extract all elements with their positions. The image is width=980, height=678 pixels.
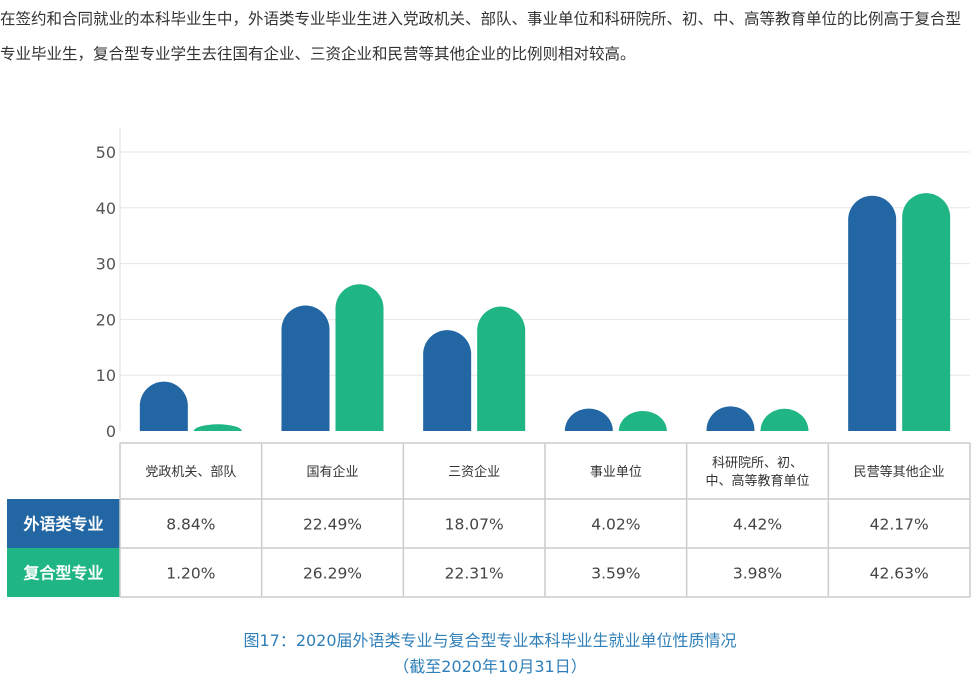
intro-paragraph: 在签约和合同就业的本科毕业生中，外语类专业毕业生进入党政机关、部队、事业单位和科…	[0, 10, 962, 63]
bar-series2	[618, 410, 667, 431]
figure-caption-title: 图17：2020届外语类专业与复合型专业本科毕业生就业单位性质情况	[243, 631, 737, 650]
data-label: 1.20%	[166, 565, 215, 583]
y-tick-label: 10	[96, 366, 116, 385]
bar-series1	[564, 408, 613, 431]
bar-series2	[477, 306, 526, 431]
data-label: 22.49%	[303, 516, 362, 534]
figure-caption-date: （截至2020年10月31日）	[393, 657, 587, 676]
bar-series2	[760, 408, 809, 431]
data-label: 4.02%	[591, 516, 640, 534]
data-label: 4.42%	[733, 516, 782, 534]
bar-series1	[139, 381, 188, 431]
bar-series1	[423, 330, 472, 431]
y-tick-label: 30	[96, 255, 116, 274]
data-label: 26.29%	[303, 565, 362, 583]
y-tick-label: 20	[96, 310, 116, 329]
legend-label: 复合型专业	[22, 564, 103, 583]
y-tick-label: 40	[96, 199, 116, 218]
category-label: 国有企业	[306, 464, 358, 480]
category-label: 党政机关、部队	[145, 465, 236, 480]
bar-series2	[902, 193, 951, 431]
data-label: 3.59%	[591, 565, 640, 583]
category-label: 事业单位	[590, 465, 642, 480]
legend-cell-series2	[7, 548, 120, 597]
data-label: 18.07%	[445, 516, 504, 534]
bar-series1	[706, 406, 755, 431]
y-tick-label: 50	[96, 143, 116, 162]
data-label: 8.84%	[166, 516, 215, 534]
category-label: 中、高等教育单位	[705, 473, 809, 489]
bar-series2	[335, 284, 384, 431]
data-label: 3.98%	[733, 565, 782, 583]
category-label: 三资企业	[448, 464, 500, 480]
data-label: 22.31%	[445, 565, 504, 583]
data-label: 42.63%	[870, 565, 929, 583]
category-label: 民营等其他企业	[854, 464, 945, 480]
bar-series1	[281, 305, 330, 431]
category-label: 科研院所、初、	[712, 456, 803, 471]
bar-series1	[848, 195, 897, 431]
y-tick-label: 0	[106, 422, 116, 441]
legend-cell-series1	[7, 499, 120, 548]
legend-label: 外语类专业	[22, 515, 103, 534]
bar-series2	[193, 424, 242, 431]
data-label: 42.17%	[870, 516, 929, 534]
